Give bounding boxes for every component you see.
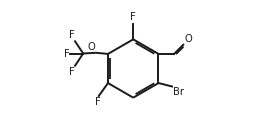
Text: F: F: [64, 48, 70, 58]
Text: Br: Br: [173, 87, 183, 97]
Text: F: F: [69, 67, 75, 77]
Text: O: O: [184, 34, 192, 44]
Text: F: F: [130, 12, 136, 22]
Text: F: F: [69, 31, 75, 41]
Text: O: O: [88, 42, 96, 52]
Text: F: F: [95, 97, 101, 107]
